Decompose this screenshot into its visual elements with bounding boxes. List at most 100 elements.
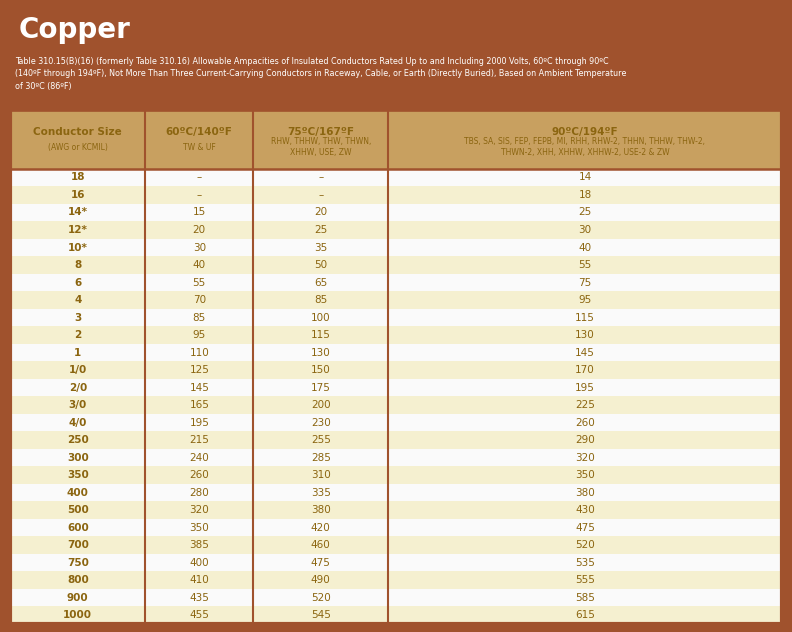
Text: 420: 420 [311, 523, 331, 533]
Text: 385: 385 [189, 540, 209, 550]
Text: 6: 6 [74, 277, 82, 288]
FancyBboxPatch shape [10, 221, 782, 239]
Text: 225: 225 [575, 400, 595, 410]
Text: 535: 535 [575, 557, 595, 568]
FancyBboxPatch shape [10, 344, 782, 362]
Text: 150: 150 [311, 365, 331, 375]
Text: 320: 320 [189, 505, 209, 515]
Text: 55: 55 [578, 260, 592, 270]
FancyBboxPatch shape [10, 239, 782, 256]
Text: 175: 175 [310, 382, 331, 392]
FancyBboxPatch shape [10, 186, 782, 204]
Text: 1/0: 1/0 [69, 365, 87, 375]
Text: 800: 800 [67, 575, 89, 585]
Text: 40: 40 [578, 243, 592, 253]
Text: 280: 280 [189, 487, 209, 497]
Text: 16: 16 [70, 190, 85, 200]
Text: 380: 380 [575, 487, 595, 497]
FancyBboxPatch shape [10, 379, 782, 396]
Text: 18: 18 [578, 190, 592, 200]
Text: (AWG or KCMIL): (AWG or KCMIL) [48, 143, 108, 152]
Text: 70: 70 [192, 295, 206, 305]
FancyBboxPatch shape [10, 362, 782, 379]
Text: 40: 40 [192, 260, 206, 270]
Text: 30: 30 [578, 225, 592, 235]
Text: 14*: 14* [68, 207, 88, 217]
Text: 30: 30 [192, 243, 206, 253]
Text: 2: 2 [74, 330, 82, 340]
Text: 250: 250 [67, 435, 89, 445]
FancyBboxPatch shape [10, 256, 782, 274]
Text: 750: 750 [67, 557, 89, 568]
Text: 200: 200 [311, 400, 330, 410]
Text: 165: 165 [189, 400, 209, 410]
Text: 285: 285 [310, 453, 331, 463]
FancyBboxPatch shape [10, 414, 782, 431]
FancyBboxPatch shape [10, 8, 782, 111]
FancyBboxPatch shape [10, 169, 782, 186]
Text: 25: 25 [314, 225, 327, 235]
FancyBboxPatch shape [10, 519, 782, 537]
Text: 545: 545 [310, 610, 331, 620]
Text: 900: 900 [67, 593, 89, 602]
Text: 700: 700 [67, 540, 89, 550]
Text: 350: 350 [67, 470, 89, 480]
Text: 335: 335 [310, 487, 331, 497]
Text: RHW, THHW, THW, THWN,
XHHW, USE, ZW: RHW, THHW, THW, THWN, XHHW, USE, ZW [271, 137, 371, 157]
Text: 585: 585 [575, 593, 595, 602]
Text: 435: 435 [189, 593, 209, 602]
FancyBboxPatch shape [10, 606, 782, 624]
Text: –: – [196, 173, 202, 183]
Text: 455: 455 [189, 610, 209, 620]
Text: 65: 65 [314, 277, 327, 288]
Text: 1: 1 [74, 348, 82, 358]
FancyBboxPatch shape [10, 501, 782, 519]
Text: 35: 35 [314, 243, 327, 253]
Text: 90ºC/194ºF: 90ºC/194ºF [552, 127, 619, 137]
Text: 115: 115 [575, 312, 595, 322]
Text: 195: 195 [189, 418, 209, 427]
Text: 600: 600 [67, 523, 89, 533]
Text: 85: 85 [314, 295, 327, 305]
Text: 18: 18 [70, 173, 85, 183]
FancyBboxPatch shape [10, 204, 782, 221]
Text: 110: 110 [189, 348, 209, 358]
FancyBboxPatch shape [10, 291, 782, 309]
Text: 400: 400 [67, 487, 89, 497]
Text: 25: 25 [578, 207, 592, 217]
Text: 475: 475 [310, 557, 331, 568]
Text: 170: 170 [575, 365, 595, 375]
Text: 115: 115 [310, 330, 331, 340]
Text: 20: 20 [314, 207, 327, 217]
Text: 240: 240 [189, 453, 209, 463]
Text: TBS, SA, SIS, FEP, FEPB, MI, RHH, RHW-2, THHN, THHW, THW-2,
THWN-2, XHH, XHHW, X: TBS, SA, SIS, FEP, FEPB, MI, RHH, RHW-2,… [464, 137, 706, 157]
Text: 215: 215 [189, 435, 209, 445]
FancyBboxPatch shape [10, 326, 782, 344]
FancyBboxPatch shape [10, 396, 782, 414]
Text: Copper: Copper [18, 16, 130, 44]
Text: 145: 145 [189, 382, 209, 392]
Text: 230: 230 [311, 418, 331, 427]
Text: TW & UF: TW & UF [183, 143, 215, 152]
Text: Table 310.15(B)(16) (formerly Table 310.16) Allowable Ampacities of Insulated Co: Table 310.15(B)(16) (formerly Table 310.… [15, 57, 626, 91]
Text: 500: 500 [67, 505, 89, 515]
FancyBboxPatch shape [10, 537, 782, 554]
Text: 555: 555 [575, 575, 595, 585]
Text: 490: 490 [311, 575, 331, 585]
FancyBboxPatch shape [10, 589, 782, 606]
Text: 15: 15 [192, 207, 206, 217]
Text: 85: 85 [192, 312, 206, 322]
Text: 520: 520 [575, 540, 595, 550]
FancyBboxPatch shape [10, 449, 782, 466]
Text: 8: 8 [74, 260, 82, 270]
Text: 520: 520 [311, 593, 331, 602]
Text: 130: 130 [575, 330, 595, 340]
Text: 4/0: 4/0 [69, 418, 87, 427]
Text: 55: 55 [192, 277, 206, 288]
Text: 3: 3 [74, 312, 82, 322]
Text: 195: 195 [575, 382, 595, 392]
Text: 4: 4 [74, 295, 82, 305]
Text: 145: 145 [575, 348, 595, 358]
Text: 12*: 12* [68, 225, 88, 235]
Text: 3/0: 3/0 [69, 400, 87, 410]
